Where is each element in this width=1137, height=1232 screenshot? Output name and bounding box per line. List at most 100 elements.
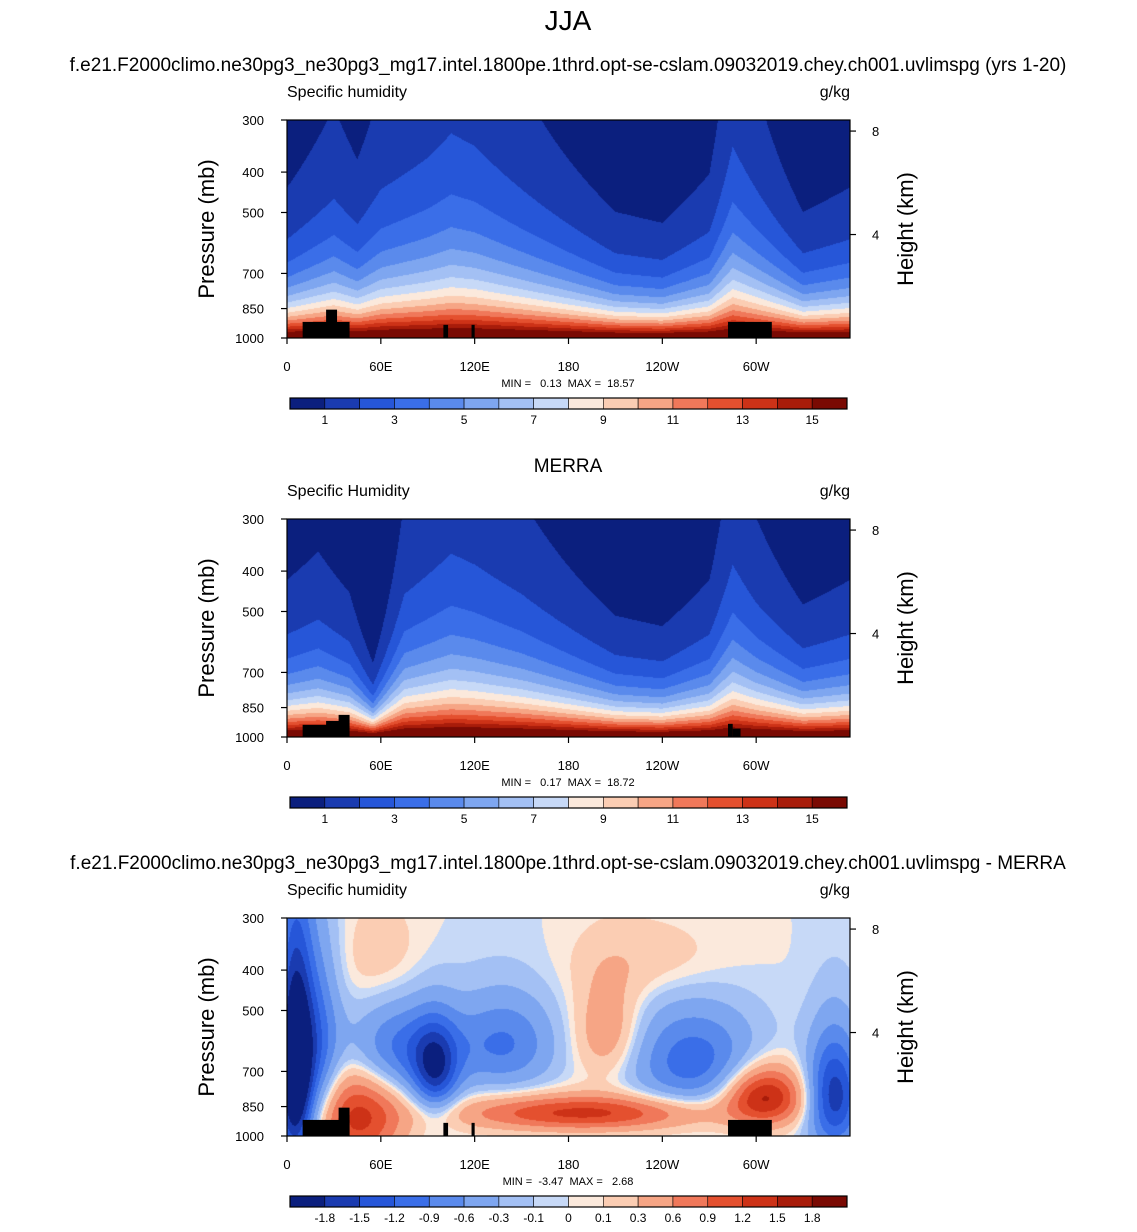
colorbar-label: 9 [600,413,607,427]
terrain-mask [728,723,733,737]
colorbar-swatch [394,1195,430,1208]
y-tick-label: 300 [242,512,264,527]
min-max-stat: MIN = 0.13 MAX = 18.57 [501,378,634,390]
variable-label: Specific humidity [287,882,407,899]
y-tick-label: 1000 [235,730,264,745]
y-tick-label: 1000 [235,1129,264,1144]
y-tick-label: 400 [242,165,264,180]
colorbar-swatch [672,1195,709,1208]
colorbar-swatch [533,397,569,410]
units-label: g/kg [820,882,850,899]
colorbar-label: 15 [806,413,820,427]
colorbar-frame [289,1195,848,1208]
y-tick-label: 400 [242,963,264,978]
y-tick-label: 700 [242,266,264,281]
x-tick-label: 180 [558,758,580,773]
terrain-mask [728,321,772,338]
colorbar-swatch [707,1195,743,1208]
colorbar-swatch [568,796,604,809]
right-tick-label: 4 [872,228,879,243]
colorbar-label: -0.1 [523,1211,544,1225]
terrain-mask [728,1119,772,1136]
right-tick-label: 8 [872,523,879,538]
right-axis-label: Height (km) [893,172,918,286]
colorbar-swatch [811,1195,848,1208]
contour-field [287,519,850,737]
x-tick-label: 180 [558,1157,580,1172]
colorbar-swatch [603,1195,639,1208]
x-tick-label: 0 [283,359,290,374]
colorbar-label: 3 [391,413,398,427]
colorbar-swatch [324,1195,360,1208]
colorbar-swatch [463,397,500,410]
terrain-mask [471,1122,475,1136]
colorbar-label: 11 [667,812,680,826]
y-tick-label: 500 [242,205,264,220]
panel-model: Specific humidity g/kg3004005007008501000… [194,84,918,427]
colorbar-label: -1.8 [314,1211,335,1225]
right-tick-label: 8 [872,124,879,139]
colorbar-label: -0.9 [419,1211,440,1225]
y-axis-label: Pressure (mb) [194,558,219,697]
x-tick-label: 120W [645,758,680,773]
y-tick-label: 500 [242,604,264,619]
colorbar-swatch [428,1195,465,1208]
y-tick-label: 850 [242,1100,264,1115]
diff-title: f.e21.F2000climo.ne30pg3_ne30pg3_mg17.in… [70,853,1066,874]
colorbar-label: 0.3 [630,1211,647,1225]
colorbar-swatch [637,796,674,809]
y-tick-label: 700 [242,1064,264,1079]
units-label: g/kg [820,483,850,500]
y-tick-label: 300 [242,113,264,128]
colorbar-swatch [359,1195,395,1208]
terrain-mask [443,1122,449,1136]
colorbar-swatch [742,397,778,410]
colorbar-label: 7 [530,812,537,826]
colorbar-label: 0 [565,1211,572,1225]
x-tick-label: 60W [743,359,770,374]
colorbar-label: 0.9 [699,1211,716,1225]
colorbar-swatch [498,1195,534,1208]
terrain-mask [338,714,350,737]
colorbar-swatch [289,397,326,410]
colorbar-label: 3 [391,812,398,826]
colorbar-label: 13 [736,413,750,427]
colorbar-swatch [742,1195,778,1208]
colorbar-swatch [359,796,395,809]
panel-difference: Specific humidity g/kg3004005007008501000… [194,882,918,1225]
colorbar-swatch [568,1195,604,1208]
colorbar-label: 1.8 [804,1211,821,1225]
colorbar-label: 0.6 [665,1211,682,1225]
colorbar-swatch [394,796,430,809]
colorbar-swatch [463,796,500,809]
y-tick-label: 850 [242,302,264,317]
colorbar-swatch [394,397,430,410]
x-tick-label: 120W [645,1157,680,1172]
y-tick-label: 1000 [235,331,264,346]
colorbar-swatch [324,796,360,809]
colorbar-swatch [463,1195,500,1208]
colorbar-swatch [707,796,743,809]
right-tick-label: 4 [872,627,879,642]
x-tick-label: 120E [459,359,490,374]
x-tick-label: 0 [283,758,290,773]
x-tick-label: 60E [369,758,392,773]
colorbar-label: 1 [321,413,328,427]
x-tick-label: 120E [459,1157,490,1172]
y-tick-label: 500 [242,1003,264,1018]
colorbar-swatch [777,1195,813,1208]
variable-label: Specific humidity [287,84,407,101]
y-tick-label: 850 [242,701,264,716]
colorbar-frame [289,397,848,410]
colorbar-swatch [289,1195,326,1208]
right-tick-label: 4 [872,1026,879,1041]
x-tick-label: 60W [743,758,770,773]
colorbar-swatch [811,796,848,809]
obs-title: MERRA [534,456,603,477]
contour-field [287,120,850,338]
model-run-title: f.e21.F2000climo.ne30pg3_ne30pg3_mg17.in… [70,55,1067,76]
colorbar-swatch [428,796,465,809]
colorbar-swatch [742,796,778,809]
colorbar-label: 15 [806,812,820,826]
